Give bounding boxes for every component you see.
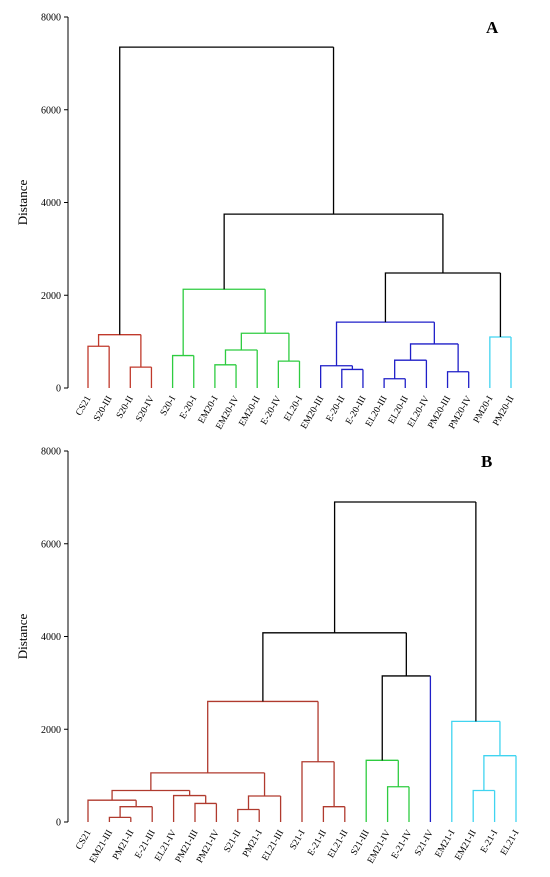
dendrogram-link xyxy=(207,700,319,773)
dendrogram-link xyxy=(87,799,137,822)
y-tick-label: 6000 xyxy=(41,105,61,116)
leaf-label: E-20-I xyxy=(178,395,199,421)
dendrogram-panel-b: 02000400060008000DistanceBCS21EM21-IIIPM… xyxy=(15,447,522,866)
dendrogram-link xyxy=(223,213,443,290)
dendrogram-link xyxy=(214,364,237,388)
dendrogram-link xyxy=(171,354,194,388)
leaf-label: EL21-II xyxy=(326,829,350,861)
dendrogram-link xyxy=(483,755,516,791)
leaf-label: EL20-I xyxy=(283,395,305,424)
dendrogram-link xyxy=(451,720,500,822)
y-tick-label: 8000 xyxy=(41,447,61,458)
dendrogram-link xyxy=(129,366,152,388)
dendrogram-link xyxy=(87,345,110,388)
dendrogram-link xyxy=(341,368,363,388)
dendrogram-link xyxy=(333,501,476,633)
y-tick-label: 0 xyxy=(56,384,61,395)
dendrogram-link xyxy=(119,806,153,818)
leaf-label: CS21 xyxy=(74,394,93,418)
leaf-label: E-20-IV xyxy=(259,394,284,427)
dendrogram-link xyxy=(384,272,501,323)
leaf-label: E-21-I xyxy=(479,829,500,855)
y-tick-label: 2000 xyxy=(41,291,61,302)
dendrogram-link xyxy=(383,378,406,388)
y-tick-label: 6000 xyxy=(41,539,61,550)
dendrogram-link xyxy=(262,632,407,702)
leaf-label: E-20-II xyxy=(325,395,348,424)
y-tick-label: 8000 xyxy=(41,13,61,24)
leaf-label: S21-I xyxy=(288,829,307,852)
dendrogram-link xyxy=(108,816,131,822)
dendrogram-link xyxy=(237,808,260,822)
dendrogram-link xyxy=(119,46,334,335)
dendrogram-link xyxy=(301,761,335,822)
leaf-label: S20-IV xyxy=(134,394,157,423)
leaf-label: EL21-I xyxy=(499,829,521,858)
leaf-label: S21-III xyxy=(349,829,371,858)
panel-label: B xyxy=(481,452,492,471)
leaf-label: S20-I xyxy=(159,395,178,418)
dendrogram-link xyxy=(224,349,258,365)
leaf-label: E-21-II xyxy=(306,829,329,858)
leaf-label: S20-III xyxy=(92,395,114,424)
leaf-label: S21-IV xyxy=(413,828,436,857)
dendrogram-link xyxy=(365,759,399,822)
y-tick-label: 2000 xyxy=(41,725,61,736)
leaf-label: E-21-IV xyxy=(390,828,415,861)
dendrogram-link xyxy=(472,789,495,822)
y-axis-label: Distance xyxy=(15,614,30,660)
leaf-label: PM21-II xyxy=(111,829,136,862)
dendrogram-link xyxy=(446,371,469,388)
dendrogram-link xyxy=(277,360,300,388)
dendrogram-link xyxy=(386,786,409,822)
dendrogram-link xyxy=(150,772,265,791)
leaf-label: S20-II xyxy=(115,395,136,421)
dendrogram-link xyxy=(394,359,427,379)
y-tick-label: 0 xyxy=(56,818,61,829)
y-tick-label: 4000 xyxy=(41,198,61,209)
dendrogram-link xyxy=(247,795,281,810)
leaf-label: PM21-I xyxy=(241,829,264,860)
y-tick-label: 4000 xyxy=(41,632,61,643)
dendrogram-link xyxy=(320,365,353,388)
dendrogram-link xyxy=(182,288,266,356)
leaf-label: CS21 xyxy=(74,828,93,852)
dendrogram-link xyxy=(409,343,459,361)
panel-label: A xyxy=(486,18,499,37)
dendrogram-link xyxy=(172,794,206,822)
dendrogram-link xyxy=(111,789,190,801)
dendrogram-link xyxy=(489,336,511,388)
dendrogram-link xyxy=(322,806,345,822)
dendrogram-link xyxy=(97,334,141,347)
dendrogram-link xyxy=(335,321,435,366)
dendrogram-link xyxy=(194,802,217,822)
dendrogram-link xyxy=(240,332,289,350)
y-axis-label: Distance xyxy=(15,180,30,226)
dendrogram-link xyxy=(381,675,431,761)
leaf-label: S21-II xyxy=(223,829,244,855)
